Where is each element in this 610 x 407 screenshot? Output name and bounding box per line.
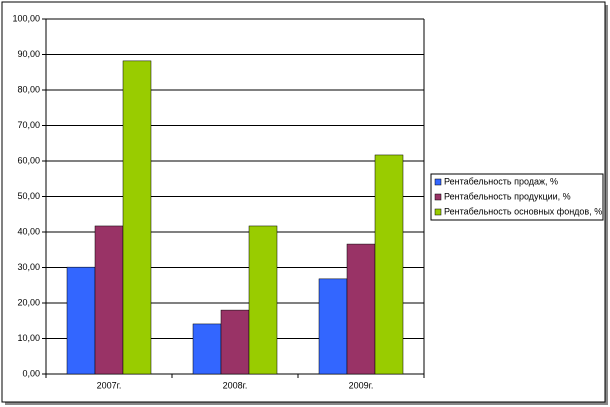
bar (318, 278, 348, 375)
bar (220, 309, 250, 375)
y-tick-label: 10,00 (17, 333, 40, 343)
bar (248, 225, 278, 375)
legend-swatch (434, 208, 442, 216)
x-tick-label: 2009г. (349, 380, 374, 390)
legend-label: Рентабельность продаж, % (444, 176, 558, 186)
y-tick-label: 20,00 (17, 297, 40, 307)
legend-swatch (434, 193, 442, 201)
y-tick-label: 90,00 (17, 49, 40, 59)
y-tick-label: 0,00 (22, 368, 40, 378)
bar (346, 243, 376, 375)
y-tick-label: 60,00 (17, 155, 40, 165)
bar (66, 266, 96, 375)
bar (94, 225, 124, 375)
x-tick-label: 2007г. (97, 380, 122, 390)
y-tick-label: 100,00 (12, 13, 40, 23)
y-tick-label: 40,00 (17, 226, 40, 236)
y-tick-label: 80,00 (17, 84, 40, 94)
bar (374, 154, 404, 375)
bar (122, 60, 152, 375)
x-tick-label: 2008г. (223, 380, 248, 390)
y-tick-label: 50,00 (17, 191, 40, 201)
legend-swatch (434, 178, 442, 186)
legend-box (430, 173, 604, 221)
y-tick-label: 30,00 (17, 262, 40, 272)
bar (192, 323, 222, 375)
y-tick-label: 70,00 (17, 120, 40, 130)
legend-label: Рентабельность продукции, % (444, 191, 571, 201)
legend-label: Рентабельность основных фондов, % (444, 206, 602, 216)
